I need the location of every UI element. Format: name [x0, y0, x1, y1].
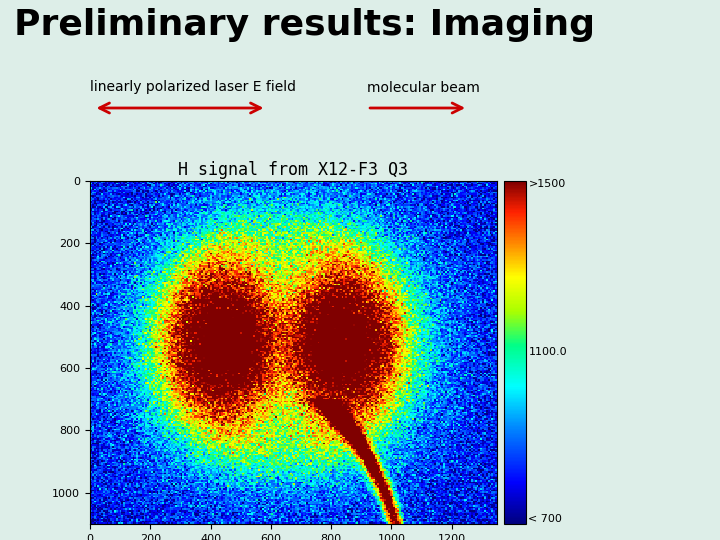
Text: >1500: >1500 [528, 179, 566, 188]
Text: molecular beam: molecular beam [367, 80, 480, 94]
Text: linearly polarized laser E field: linearly polarized laser E field [90, 80, 296, 94]
Text: < 700: < 700 [528, 515, 562, 524]
Text: 1100.0: 1100.0 [528, 347, 567, 357]
Title: H signal from X12-F3 Q3: H signal from X12-F3 Q3 [179, 161, 408, 179]
Text: Preliminary results: Imaging: Preliminary results: Imaging [14, 8, 595, 42]
